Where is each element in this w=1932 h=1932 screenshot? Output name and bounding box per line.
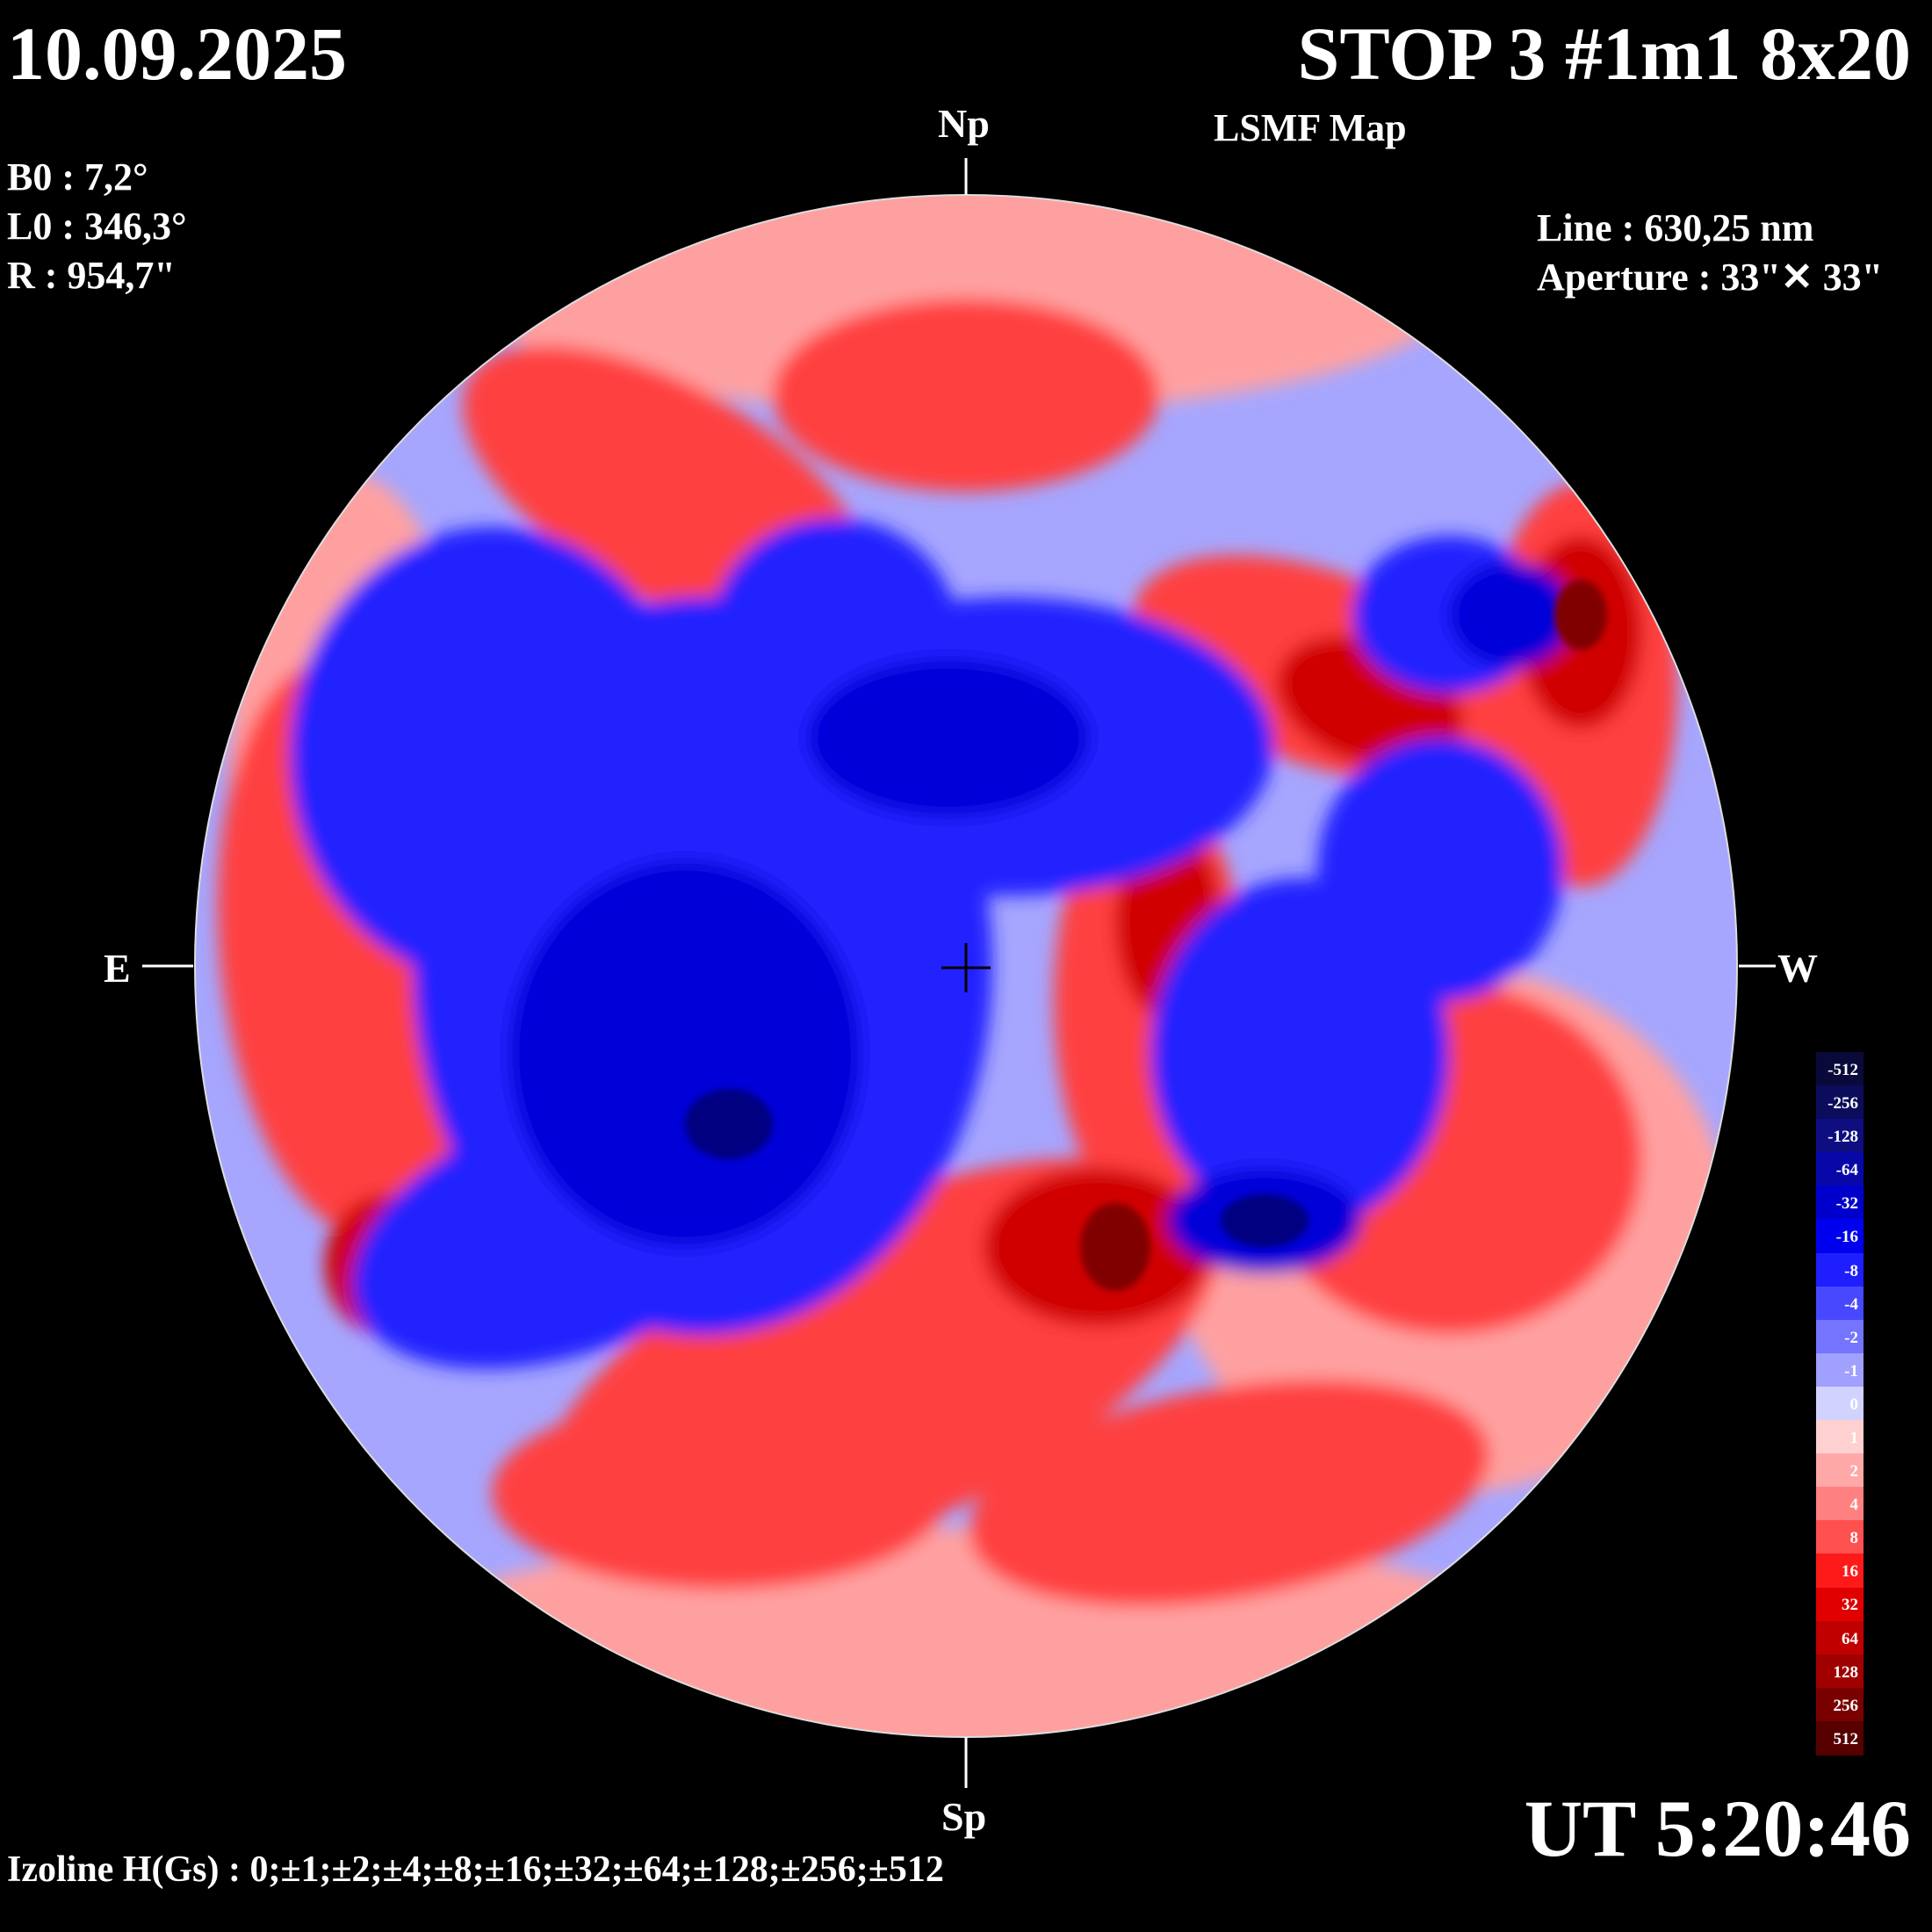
color-scale-label: 512 [1833, 1729, 1859, 1748]
field-region [1080, 1203, 1150, 1291]
map-title: STOP 3 #1m1 8x20 [1297, 11, 1911, 96]
color-scale-cell [1816, 1386, 1864, 1422]
field-region [685, 1089, 773, 1159]
color-scale-cell [1816, 1520, 1864, 1555]
color-scale-label: -128 [1827, 1128, 1858, 1147]
l0-value: L0 : 346,3° [7, 205, 187, 248]
color-scale-cell [1816, 1587, 1864, 1622]
color-scale-cell [1816, 1085, 1864, 1121]
color-scale-label: -1 [1844, 1361, 1858, 1381]
field-region [509, 861, 861, 1247]
color-scale-label: 128 [1833, 1662, 1859, 1682]
color-scale-label: 32 [1842, 1596, 1858, 1615]
color-scale-cell [1816, 1152, 1864, 1187]
color-scale-cell [1816, 1119, 1864, 1154]
field-region [351, 1528, 1581, 1737]
solar-disk [195, 195, 1737, 1737]
color-scale-cell [1816, 1319, 1864, 1354]
color-scale-label: 8 [1849, 1529, 1859, 1548]
color-scale-label: 256 [1833, 1696, 1859, 1715]
b0-value: B0 : 7,2° [7, 155, 148, 198]
field-region [773, 299, 1159, 492]
color-scale-cell [1816, 1252, 1864, 1287]
color-scale-label: 16 [1842, 1562, 1858, 1582]
field-region [969, 1379, 1490, 1607]
observation-date: 10.09.2025 [7, 11, 347, 96]
color-scale-label: -256 [1827, 1094, 1858, 1114]
south-pole-label: Sp [941, 1794, 987, 1839]
color-scale-label: -2 [1844, 1328, 1858, 1347]
field-region [1554, 580, 1607, 650]
color-scale-cell [1816, 1219, 1864, 1254]
color-scale-label: 4 [1849, 1496, 1859, 1515]
color-scale-label: -4 [1844, 1294, 1858, 1314]
color-scale-label: -512 [1827, 1060, 1858, 1079]
field-region [1221, 1194, 1308, 1247]
color-scale-label: -16 [1835, 1228, 1858, 1247]
color-scale-cell [1816, 1453, 1864, 1489]
color-scale-cell [1816, 1186, 1864, 1221]
east-label: E [104, 946, 131, 991]
field-region [1449, 562, 1572, 667]
color-scale-cell [1816, 1052, 1864, 1087]
color-scale-cell [1816, 1420, 1864, 1455]
aperture: Aperture : 33"✕ 33" [1537, 256, 1884, 299]
color-scale-cell [1816, 1487, 1864, 1522]
field-region [808, 659, 1089, 817]
west-label: W [1777, 946, 1818, 991]
color-scale-cell [1816, 1352, 1864, 1388]
color-scale-label: -32 [1835, 1194, 1858, 1214]
ut-time: UT 5:20:46 [1524, 1784, 1911, 1873]
field-region [492, 1396, 948, 1590]
color-scale-cell [1816, 1687, 1864, 1722]
map-subtitle: LSMF Map [1214, 106, 1407, 149]
color-scale-bar: -512 -256 -128 -64 -32 -16 -8 -4 -2 -1 0 1 2 4 8 16 32 64… [1816, 1052, 1864, 1755]
spectral-line: Line : 630,25 nm [1537, 206, 1814, 249]
color-scale-label: -8 [1844, 1261, 1858, 1280]
color-scale-label: 0 [1849, 1395, 1859, 1414]
color-scale-label: -64 [1835, 1161, 1858, 1180]
izoline-legend: Izoline H(Gs) : 0;±1;±2;±4;±8;±16;±32;±6… [7, 1849, 944, 1890]
color-scale-cell [1816, 1554, 1864, 1589]
north-pole-label: Np [938, 101, 990, 146]
color-scale-cell [1816, 1654, 1864, 1689]
color-scale-label: 1 [1849, 1429, 1859, 1447]
radius-value: R : 954,7" [7, 254, 176, 297]
color-scale-label: 2 [1849, 1462, 1859, 1481]
color-scale-cell [1816, 1720, 1864, 1755]
field-region [1317, 738, 1563, 1001]
color-scale-cell [1816, 1286, 1864, 1321]
color-scale-cell [1816, 1620, 1864, 1655]
color-scale-label: 64 [1842, 1629, 1858, 1648]
